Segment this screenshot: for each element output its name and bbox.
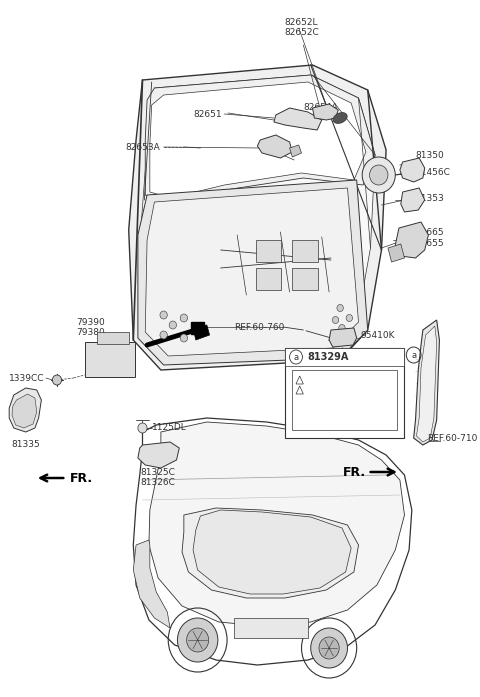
Polygon shape <box>150 82 366 198</box>
Polygon shape <box>149 422 405 626</box>
Text: 1125DL: 1125DL <box>152 422 186 431</box>
Polygon shape <box>329 328 357 347</box>
Polygon shape <box>193 510 351 594</box>
Text: 81325C
81326C: 81325C 81326C <box>141 468 176 487</box>
Text: 82651: 82651 <box>194 109 222 118</box>
Polygon shape <box>396 222 428 258</box>
Text: 81353: 81353 <box>416 194 444 203</box>
Polygon shape <box>141 75 375 362</box>
Text: 95410K: 95410K <box>360 330 395 339</box>
Bar <box>191 322 204 334</box>
Polygon shape <box>193 325 210 340</box>
Text: REF.60-710: REF.60-710 <box>428 434 478 443</box>
Circle shape <box>311 628 348 668</box>
Text: 82653A: 82653A <box>125 142 160 151</box>
Circle shape <box>187 628 209 652</box>
Polygon shape <box>133 540 170 628</box>
Bar <box>96 332 129 344</box>
Bar <box>255 268 281 290</box>
Bar <box>285 348 405 438</box>
Polygon shape <box>289 145 301 157</box>
Bar <box>292 240 318 262</box>
Text: 81350: 81350 <box>416 151 444 160</box>
Text: 81335: 81335 <box>12 440 40 449</box>
Text: 82654A: 82654A <box>303 103 338 112</box>
Circle shape <box>319 637 339 659</box>
Circle shape <box>362 157 396 193</box>
Circle shape <box>346 314 352 321</box>
Text: REF.60-760: REF.60-760 <box>235 323 285 332</box>
Polygon shape <box>401 188 425 212</box>
Ellipse shape <box>333 112 347 123</box>
Circle shape <box>138 423 147 433</box>
Circle shape <box>169 321 177 329</box>
Circle shape <box>52 375 61 385</box>
Polygon shape <box>417 326 437 442</box>
Polygon shape <box>257 135 292 158</box>
Bar <box>292 268 318 290</box>
Bar <box>292 370 397 430</box>
Circle shape <box>160 331 168 339</box>
Polygon shape <box>312 104 338 120</box>
Text: a: a <box>293 353 299 362</box>
Text: 82652L
82652C: 82652L 82652C <box>284 18 319 38</box>
Text: 81329A: 81329A <box>307 352 348 362</box>
Text: 82665
82655: 82665 82655 <box>416 229 444 247</box>
Polygon shape <box>182 508 359 598</box>
Circle shape <box>370 165 388 185</box>
Circle shape <box>180 334 188 342</box>
Polygon shape <box>414 320 439 445</box>
Text: FR.: FR. <box>70 471 93 484</box>
Circle shape <box>339 325 345 332</box>
Polygon shape <box>129 65 386 370</box>
Bar <box>84 342 135 377</box>
Bar <box>234 618 308 638</box>
Text: 1339CC: 1339CC <box>9 374 45 383</box>
Polygon shape <box>133 418 412 665</box>
Polygon shape <box>145 188 359 356</box>
Polygon shape <box>145 75 375 205</box>
Polygon shape <box>12 394 37 428</box>
Polygon shape <box>9 388 41 432</box>
Circle shape <box>180 314 188 322</box>
Text: 79390
79380: 79390 79380 <box>76 318 105 337</box>
Polygon shape <box>274 108 322 130</box>
Circle shape <box>178 618 218 662</box>
Circle shape <box>337 305 343 312</box>
Polygon shape <box>388 244 405 262</box>
Text: 81456C: 81456C <box>416 167 450 176</box>
Polygon shape <box>138 180 368 365</box>
Circle shape <box>160 311 168 319</box>
Bar <box>255 240 281 262</box>
Bar <box>285 348 405 366</box>
Text: FR.: FR. <box>343 466 366 479</box>
Circle shape <box>332 316 339 323</box>
Polygon shape <box>138 442 179 468</box>
Polygon shape <box>400 158 425 182</box>
Text: a: a <box>411 351 416 360</box>
